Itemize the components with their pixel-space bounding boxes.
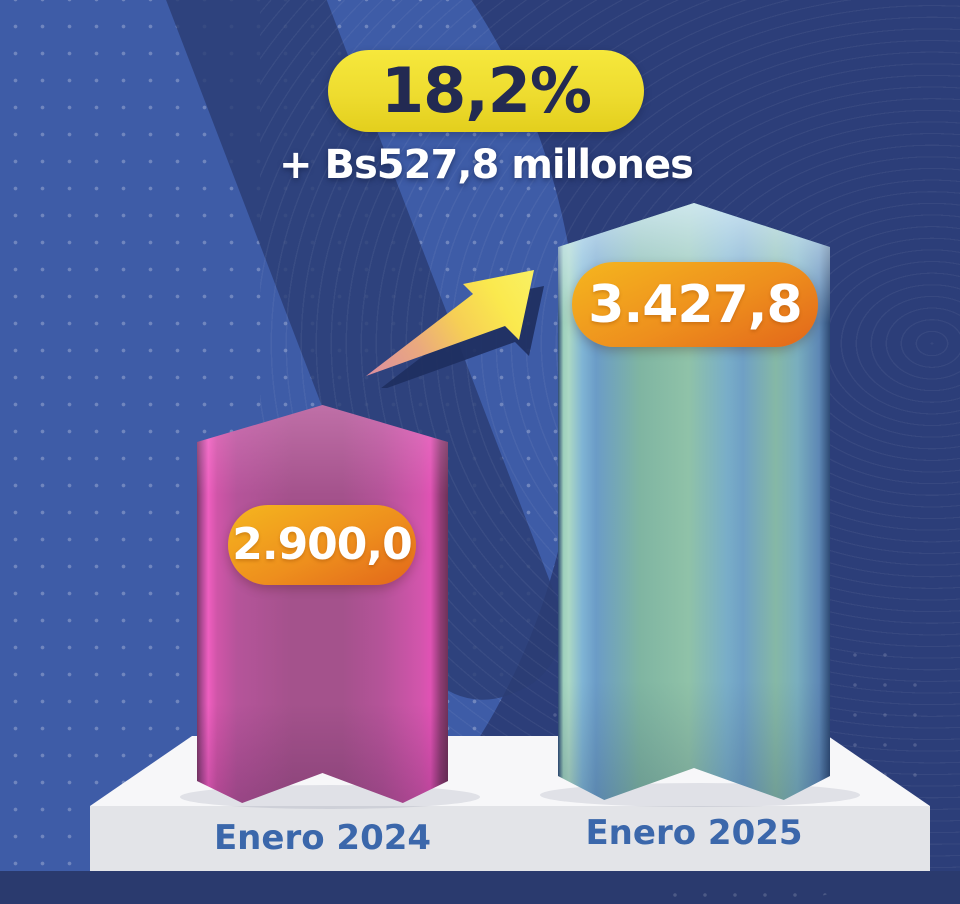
value-pill-2024: 2.900,0 [228,505,416,585]
value-label-2024: 2.900,0 [232,519,413,570]
category-label-2025: Enero 2025 [585,813,803,853]
background-bottom-shade [0,871,960,904]
growth-subtitle: + Bs527,8 millones [279,142,694,188]
growth-badge: 18,2% [328,50,644,132]
growth-badge-label: 18,2% [380,54,592,127]
category-label-2024: Enero 2024 [213,818,432,858]
bar-enero-2024 [197,405,448,803]
value-label-2025: 3.427,8 [588,274,802,335]
value-pill-2025: 3.427,8 [572,262,818,347]
up-right-trend-arrow-icon [366,270,544,388]
